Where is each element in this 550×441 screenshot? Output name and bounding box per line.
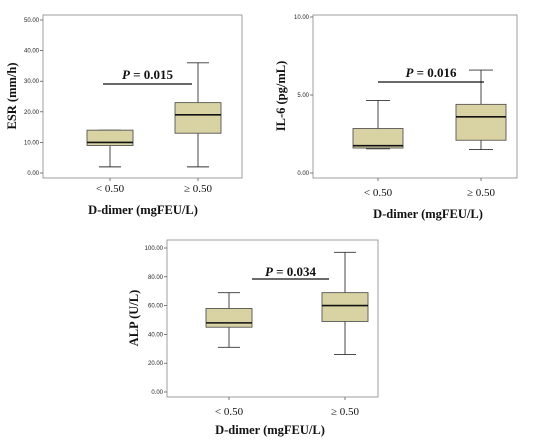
iqr-box	[174, 102, 222, 134]
plot-frame	[42, 14, 243, 179]
category-label: ≥ 0.50	[331, 406, 360, 418]
plot-frame	[166, 239, 379, 398]
category-label: < 0.50	[215, 406, 244, 418]
box-low	[205, 292, 253, 348]
p-value-label: P = 0.016	[405, 65, 457, 80]
p-value-label: P = 0.034	[265, 264, 317, 279]
panel-esr: 0.00 10.00 20.00 30.00 40.00 50.00 < 0.50 ≥ 0.5…	[5, 14, 243, 217]
y-tick-label: 30.00	[24, 79, 40, 85]
y-tick-label: 0.00	[27, 171, 39, 177]
category-label: ≥ 0.50	[467, 187, 496, 199]
y-tick-label: 40.00	[148, 332, 164, 338]
y-tick-label: 50.00	[24, 18, 40, 24]
box-low	[352, 100, 404, 150]
y-tick-label: 10.00	[24, 140, 40, 146]
y-tick-label: 20.00	[24, 110, 40, 116]
category-label: < 0.50	[96, 183, 125, 195]
panel-alp: 0.00 20.00 40.00 60.00 80.00 100.00 < 0.50 ≥ 0.…	[127, 239, 379, 437]
p-value-label: P = 0.015	[122, 67, 174, 82]
x-axis-title: D-dimer (mgFEU/L)	[88, 203, 198, 217]
x-axis-title: D-dimer (mgFEU/L)	[373, 207, 483, 221]
iqr-box	[321, 292, 369, 322]
y-tick-label: 80.00	[148, 275, 164, 281]
y-tick-label: 0.00	[297, 171, 309, 177]
y-tick-label: 100.00	[145, 246, 164, 252]
y-tick-label: 40.00	[24, 49, 40, 55]
category-label: < 0.50	[364, 187, 393, 199]
category-label: ≥ 0.50	[184, 183, 213, 195]
iqr-box	[352, 128, 404, 149]
x-axis-title: D-dimer (mgFEU/L)	[215, 423, 325, 437]
y-axis-title: ESR (mm/h)	[5, 62, 19, 129]
box-high	[455, 69, 507, 151]
y-tick-label: 0.00	[151, 390, 163, 396]
y-axis-title: ALP (U/L)	[127, 290, 141, 347]
y-tick-label: 5.00	[297, 93, 309, 99]
iqr-box	[455, 103, 507, 141]
y-tick-label: 10.00	[294, 15, 310, 21]
y-tick-label: 20.00	[148, 361, 164, 367]
box-low	[86, 129, 134, 168]
y-tick-label: 60.00	[148, 304, 164, 310]
panel-il6: 0.00 5.00 10.00 < 0.50 ≥ 0.50 P = 0.016 IL-6 (…	[274, 14, 518, 221]
box-high	[174, 62, 222, 168]
plot-frame	[312, 14, 518, 179]
iqr-box	[205, 308, 253, 328]
y-axis-title: IL-6 (pg/mL)	[274, 61, 288, 132]
box-high	[321, 251, 369, 356]
